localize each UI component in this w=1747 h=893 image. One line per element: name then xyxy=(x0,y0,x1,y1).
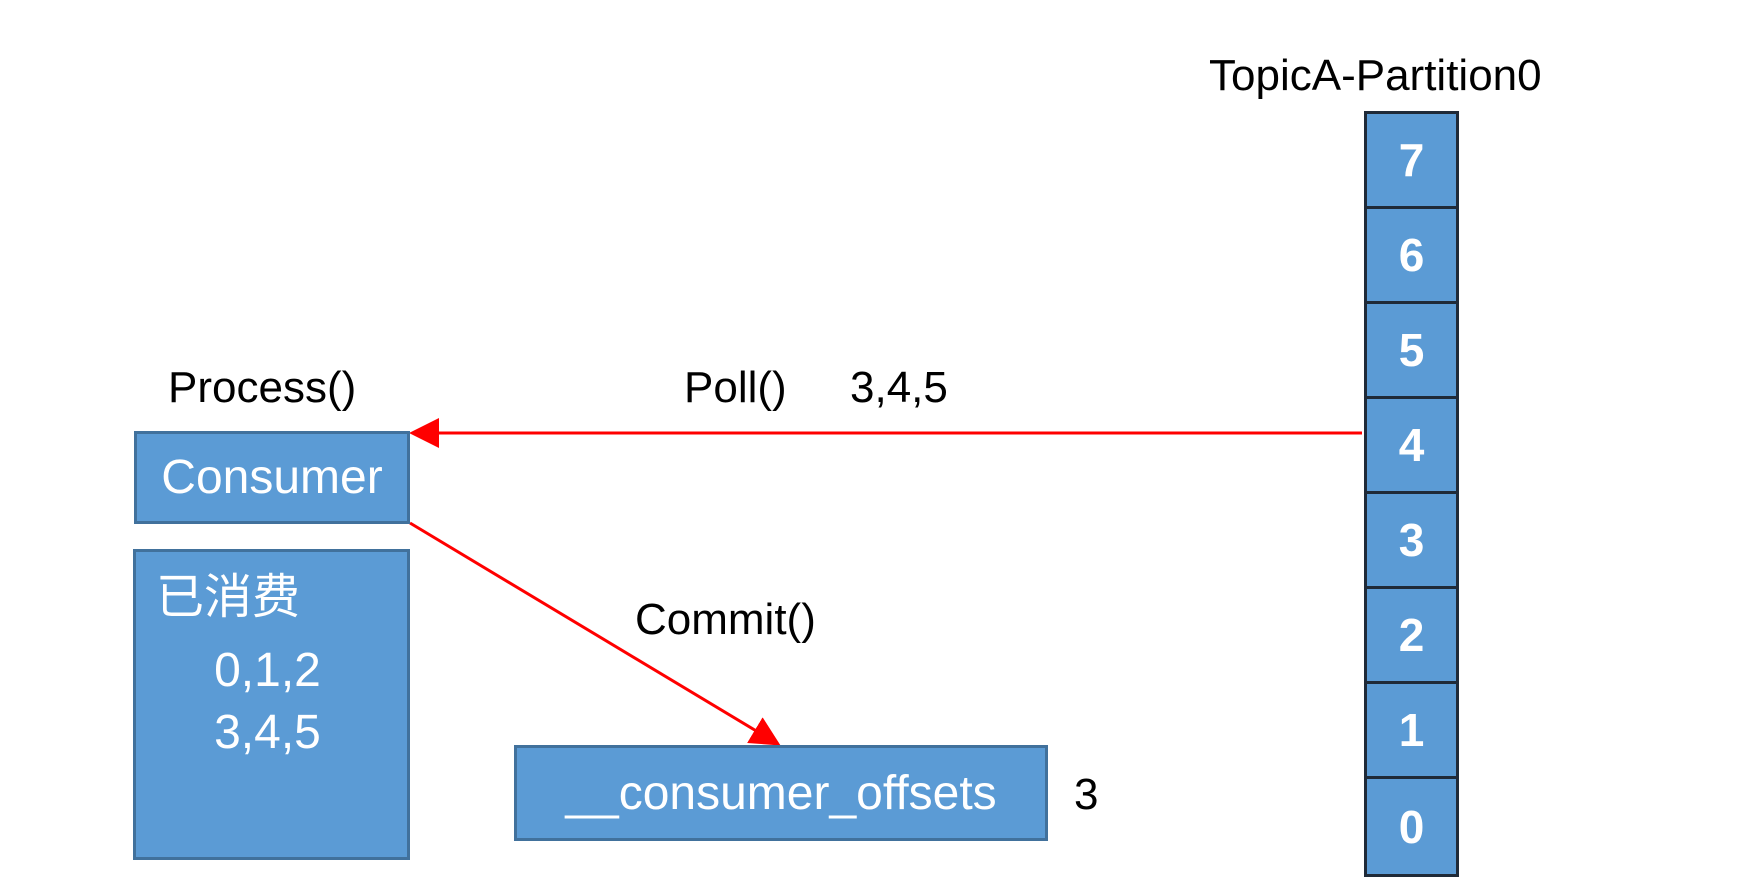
consumed-line-2: 3,4,5 xyxy=(214,706,321,759)
partition-cell-6: 6 xyxy=(1367,209,1456,304)
commit-label: Commit() xyxy=(635,595,816,644)
committed-offset-value: 3 xyxy=(1074,770,1099,819)
partition-title: TopicA-Partition0 xyxy=(1209,51,1542,100)
partition-cell-5: 5 xyxy=(1367,304,1456,399)
consumer-offsets-box: __consumer_offsets xyxy=(514,745,1048,841)
poll-values: 3,4,5 xyxy=(850,363,948,412)
partition-cell-4: 4 xyxy=(1367,399,1456,494)
consumed-title: 已消费 xyxy=(156,571,301,624)
partition-cell-0: 0 xyxy=(1398,800,1425,853)
partition-cell-1: 1 xyxy=(1367,684,1456,779)
consumed-line-1: 0,1,2 xyxy=(214,644,321,697)
consumer-box: Consumer xyxy=(134,431,410,524)
partition-cell-3: 3 xyxy=(1367,494,1456,589)
partition-cell-2: 2 xyxy=(1367,589,1456,684)
commit-arrow xyxy=(409,521,781,746)
process-label: Process() xyxy=(168,363,357,412)
poll-label: Poll() xyxy=(684,363,787,412)
consumer-offsets-label: __consumer_offsets xyxy=(565,766,997,820)
consumer-label: Consumer xyxy=(161,451,383,504)
consumed-box: 已消费 0,1,2 3,4,5 xyxy=(133,549,410,860)
partition-column: 7 6 5 4 3 2 1 0 xyxy=(1364,111,1459,877)
partition-cell-7: 7 xyxy=(1367,114,1456,209)
